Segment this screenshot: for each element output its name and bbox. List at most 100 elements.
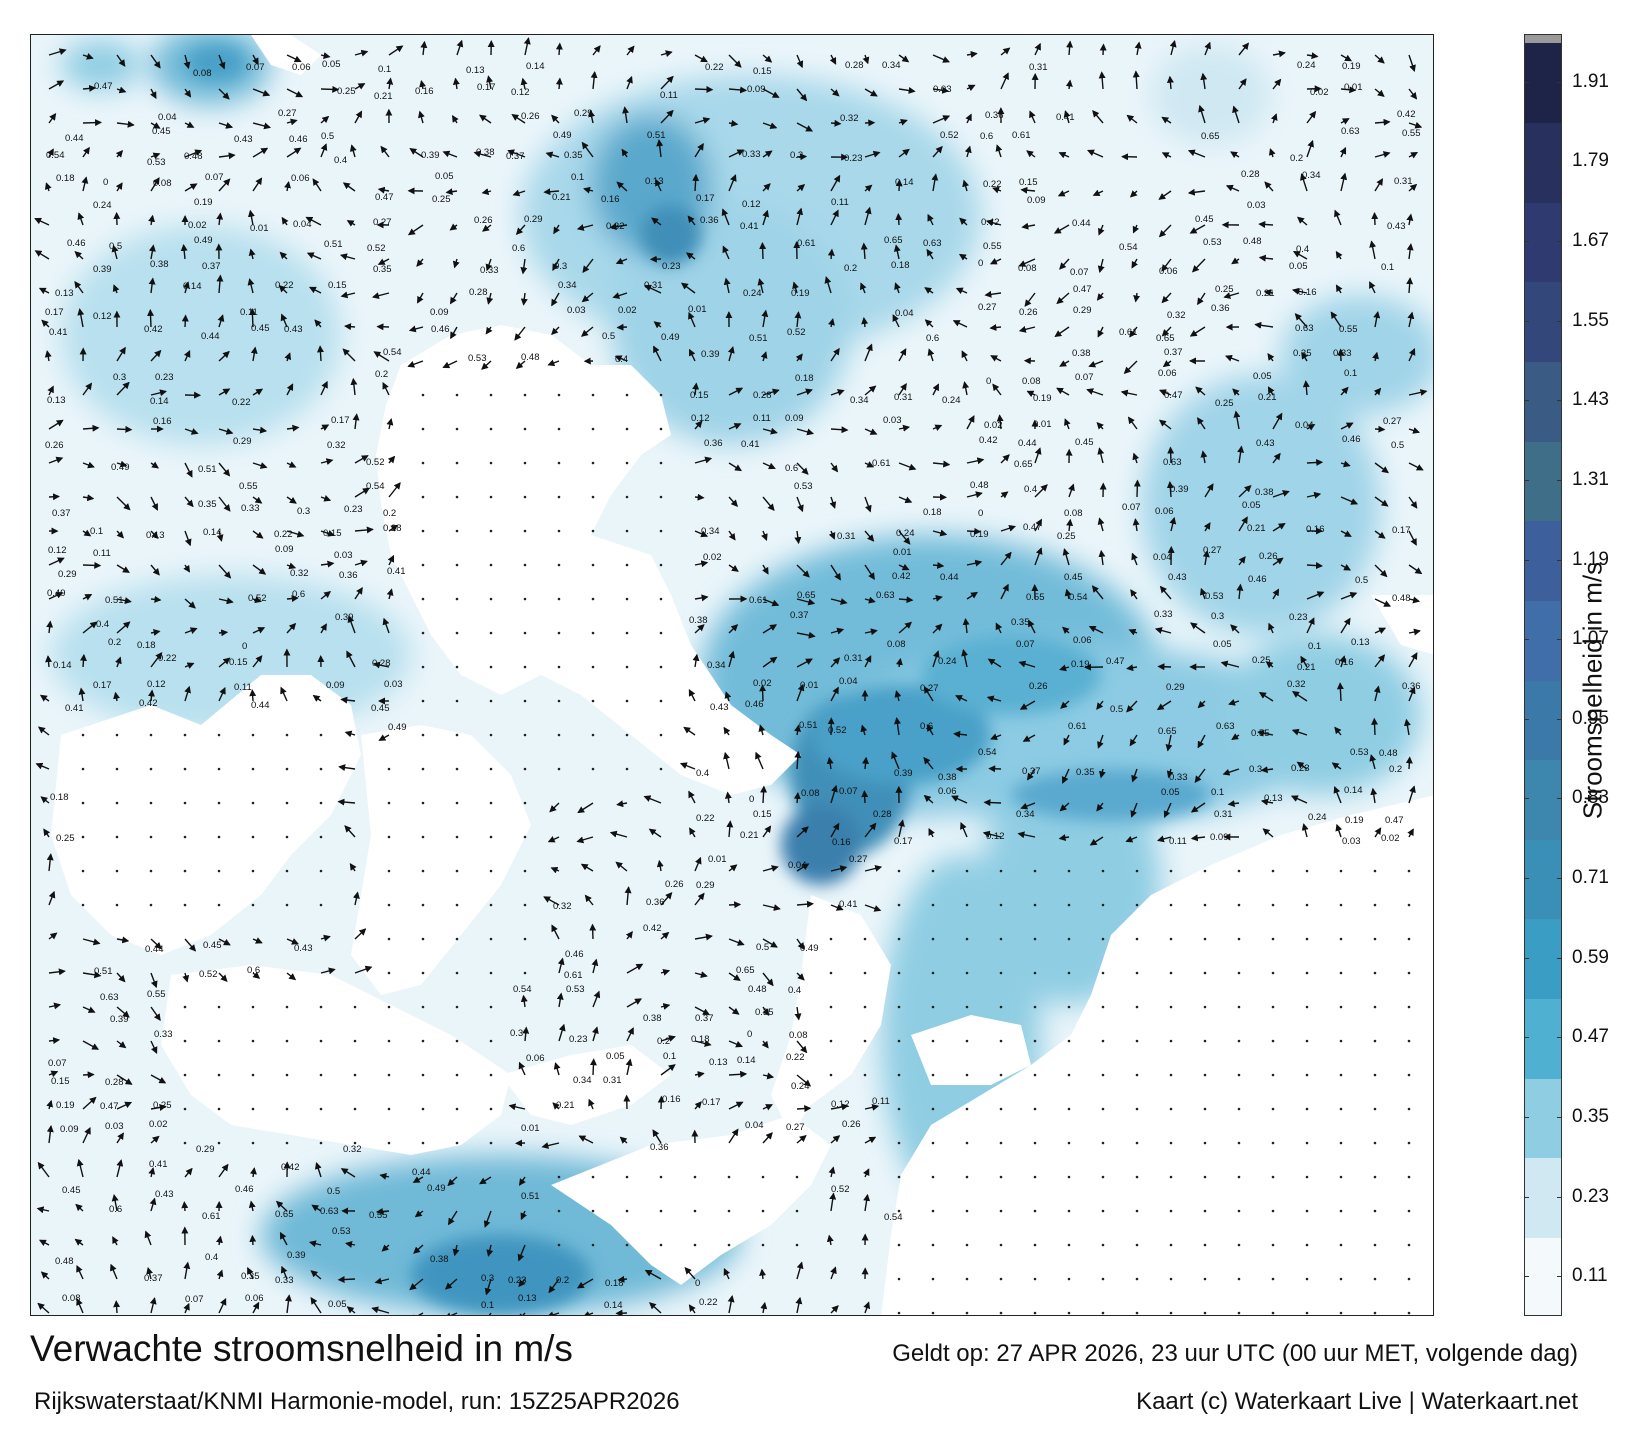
current-arrow-icon bbox=[692, 382, 700, 396]
current-arrow-icon bbox=[1334, 209, 1342, 226]
current-arrow-icon bbox=[796, 1261, 804, 1280]
calm-dot-icon bbox=[489, 563, 493, 567]
calm-dot-icon bbox=[591, 597, 595, 601]
current-arrow-icon bbox=[1238, 42, 1250, 56]
speed-value-label: 0.17 bbox=[93, 680, 112, 691]
speed-value-label: 0.32 bbox=[553, 901, 572, 912]
calm-dot-icon bbox=[81, 733, 85, 737]
calm-dot-icon bbox=[1237, 1277, 1241, 1281]
calm-dot-icon bbox=[1407, 971, 1411, 975]
current-arrow-icon bbox=[1406, 213, 1414, 226]
calm-dot-icon bbox=[319, 767, 323, 771]
speed-value-label: 0.61 bbox=[749, 595, 768, 606]
current-arrow-icon bbox=[932, 594, 943, 602]
speed-value-label: 0.47 bbox=[100, 1101, 119, 1112]
current-arrow-icon bbox=[150, 1104, 167, 1111]
calm-dot-icon bbox=[353, 1073, 357, 1077]
calm-dot-icon bbox=[1237, 971, 1241, 975]
current-arrow-icon bbox=[372, 661, 390, 669]
current-arrow-icon bbox=[218, 122, 234, 129]
current-arrow-icon bbox=[1190, 622, 1206, 634]
calm-dot-icon bbox=[523, 733, 527, 737]
speed-value-label: 0.22 bbox=[983, 179, 1002, 190]
current-arrow-icon bbox=[74, 251, 84, 260]
calm-dot-icon bbox=[217, 1141, 221, 1145]
calm-dot-icon bbox=[183, 1005, 187, 1009]
current-arrow-icon bbox=[932, 460, 951, 468]
speed-value-label: 0.25 bbox=[1215, 398, 1234, 409]
current-arrow-icon bbox=[1238, 556, 1246, 566]
current-arrow-icon bbox=[252, 426, 268, 434]
current-arrow-icon bbox=[555, 42, 563, 56]
current-arrow-icon bbox=[964, 145, 972, 158]
current-arrow-icon bbox=[1018, 258, 1036, 267]
current-arrow-icon bbox=[1022, 734, 1036, 742]
speed-value-label: 0.41 bbox=[1056, 112, 1075, 123]
calm-dot-icon bbox=[217, 1039, 221, 1043]
calm-dot-icon bbox=[1373, 971, 1377, 975]
current-arrow-icon bbox=[216, 212, 224, 226]
current-arrow-icon bbox=[1000, 551, 1012, 566]
speed-value-label: 0.44 bbox=[251, 700, 270, 711]
current-arrow-icon bbox=[218, 972, 228, 982]
current-arrow-icon bbox=[1202, 550, 1210, 566]
calm-dot-icon bbox=[455, 1005, 459, 1009]
current-arrow-icon bbox=[116, 621, 131, 634]
calm-dot-icon bbox=[251, 1039, 255, 1043]
calm-dot-icon bbox=[217, 1073, 221, 1077]
speed-value-label: 0.26 bbox=[1019, 307, 1038, 318]
speed-value-label: 0.37 bbox=[506, 151, 525, 162]
current-arrow-icon bbox=[1230, 624, 1240, 634]
current-arrow-icon bbox=[248, 248, 256, 260]
calm-dot-icon bbox=[659, 461, 663, 465]
calm-dot-icon bbox=[1169, 1141, 1173, 1145]
current-arrow-icon bbox=[76, 1298, 84, 1314]
calm-dot-icon bbox=[183, 767, 187, 771]
calm-dot-icon bbox=[421, 903, 425, 907]
calm-dot-icon bbox=[81, 801, 85, 805]
current-arrow-icon bbox=[660, 109, 674, 124]
map-credit[interactable]: Kaart (c) Waterkaart Live | Waterkaart.n… bbox=[1136, 1388, 1578, 1415]
current-arrow-icon bbox=[1408, 151, 1419, 159]
colorbar-tick-mark bbox=[1524, 718, 1529, 720]
speed-value-label: 0.63 bbox=[1341, 126, 1360, 137]
current-arrow-icon bbox=[643, 795, 662, 804]
speed-value-label: 0.28 bbox=[873, 809, 892, 820]
current-arrow-icon bbox=[150, 1074, 167, 1084]
current-arrow-icon bbox=[354, 455, 369, 464]
speed-value-label: 0.43 bbox=[155, 1189, 174, 1200]
speed-value-label: 0.36 bbox=[1211, 303, 1230, 314]
current-arrow-icon bbox=[830, 1305, 839, 1314]
current-arrow-icon bbox=[616, 323, 628, 331]
calm-dot-icon bbox=[387, 1073, 391, 1077]
speed-value-label: 0.48 bbox=[521, 352, 540, 363]
current-arrow-icon bbox=[1129, 326, 1138, 338]
current-speed-map[interactable]: 0.08 0.07 0.06 0.05 0.1 0.13 0.14 0.22 0.15 0.28 0… bbox=[30, 34, 1434, 1316]
current-arrow-icon bbox=[722, 245, 730, 260]
speed-value-label: 0.12 bbox=[511, 87, 530, 98]
current-arrow-icon bbox=[352, 413, 360, 430]
colorbar-tick-label: 0.83 bbox=[1572, 787, 1609, 809]
current-arrow-icon bbox=[830, 1103, 849, 1111]
current-arrow-icon bbox=[252, 627, 266, 634]
current-arrow-icon bbox=[148, 214, 156, 226]
calm-dot-icon bbox=[625, 1243, 629, 1247]
speed-value-label: 0.47 bbox=[1106, 656, 1125, 667]
current-arrow-icon bbox=[116, 425, 133, 433]
current-arrow-icon bbox=[830, 564, 841, 581]
calm-dot-icon bbox=[183, 903, 187, 907]
calm-dot-icon bbox=[999, 1107, 1003, 1111]
current-arrow-icon bbox=[923, 686, 934, 702]
speed-value-label: 0.1 bbox=[1308, 641, 1322, 652]
speed-value-label: 0.45 bbox=[1195, 214, 1214, 225]
calm-dot-icon bbox=[659, 1209, 663, 1213]
current-arrow-icon bbox=[247, 1267, 254, 1280]
current-arrow-icon bbox=[1306, 139, 1314, 158]
current-arrow-icon bbox=[183, 1261, 191, 1280]
speed-value-label: 0.17 bbox=[702, 1097, 721, 1108]
speed-value-label: 0.53 bbox=[1205, 591, 1224, 602]
current-arrow-icon bbox=[116, 530, 124, 539]
calm-dot-icon bbox=[1305, 1107, 1309, 1111]
speed-value-label: 0.55 bbox=[369, 1210, 388, 1221]
colorbar-label: Stroomsnelheid in m/s bbox=[1577, 561, 1608, 820]
